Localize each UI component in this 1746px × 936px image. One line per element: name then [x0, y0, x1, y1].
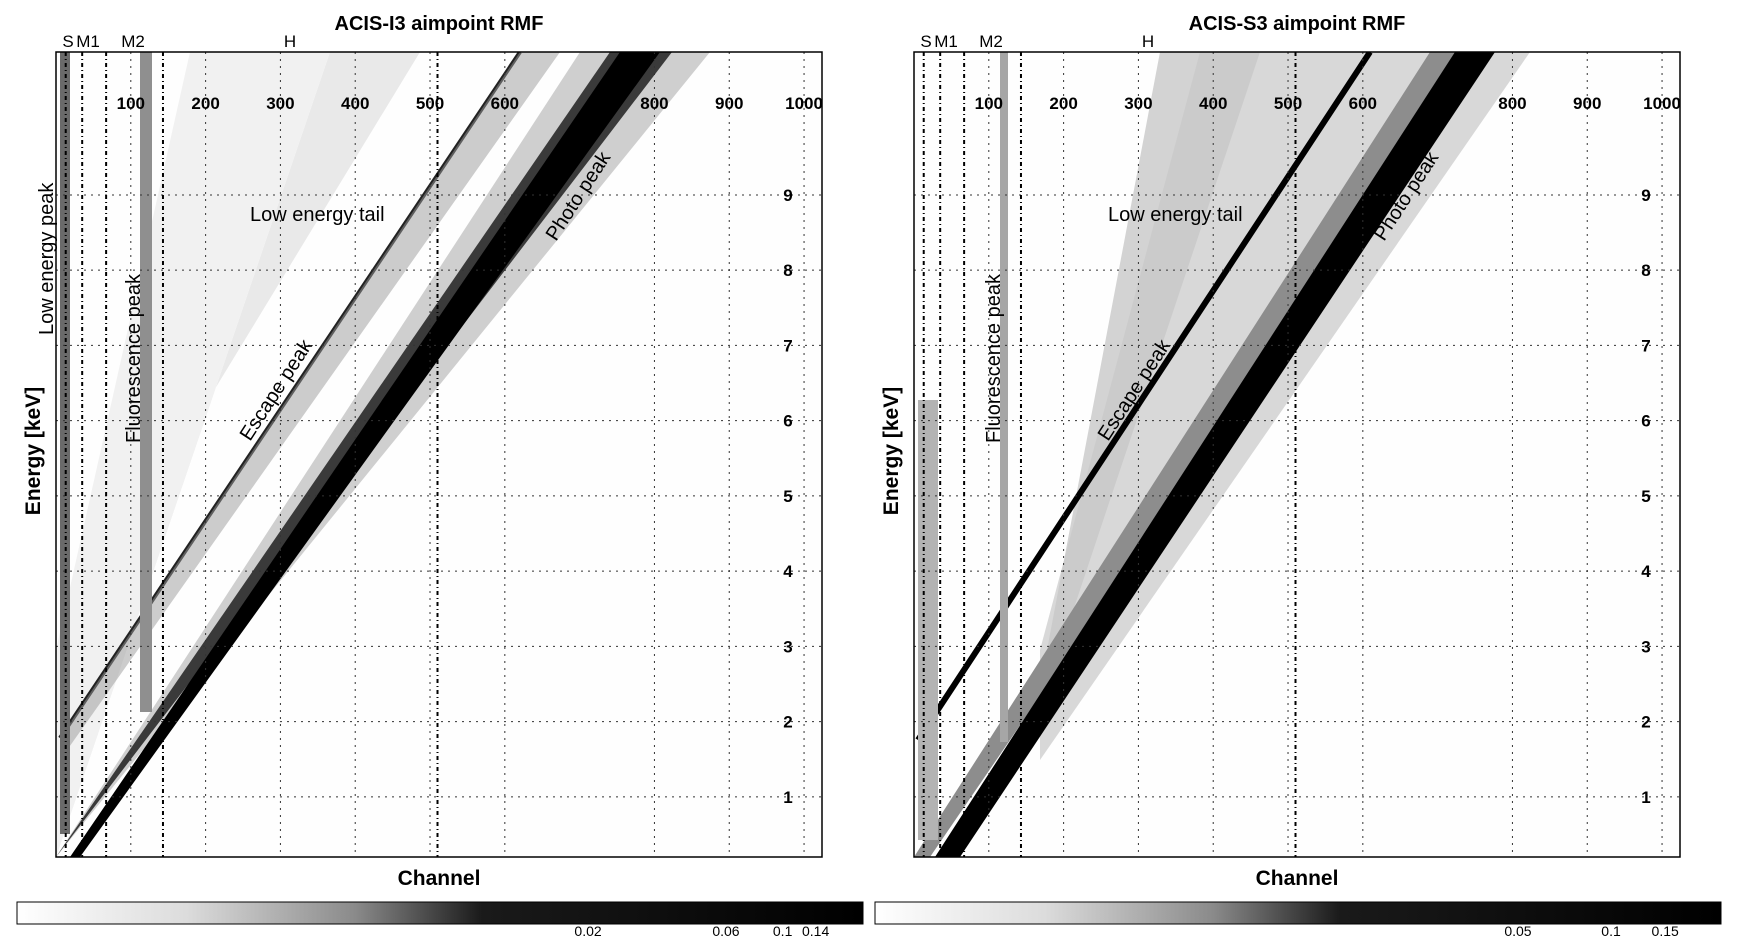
low-energy-peak-band — [918, 400, 938, 840]
colorbar-ticks: 0.05 0.1 0.15 — [1504, 923, 1679, 936]
grade-mark-label: M1 — [934, 32, 958, 51]
y-tick-label: 6 — [1641, 412, 1650, 431]
y-tick-label: 2 — [1641, 713, 1650, 732]
y-tick-label: 9 — [1641, 186, 1650, 205]
grade-mark-label: M1 — [76, 32, 100, 51]
x-tick-label: 300 — [1124, 94, 1152, 113]
colorbar-tick-label: 0.06 — [712, 923, 739, 936]
annotation-low-energy-tail: Low energy tail — [1108, 204, 1243, 226]
y-tick-label: 1 — [783, 788, 792, 807]
x-axis-label: Channel — [1256, 867, 1339, 890]
x-tick-label: 400 — [1199, 94, 1227, 113]
chart-title: ACIS-I3 aimpoint RMF — [335, 13, 544, 35]
x-tick-label: 800 — [640, 94, 668, 113]
y-tick-label: 6 — [783, 412, 792, 431]
y-tick-label: 4 — [783, 562, 793, 581]
x-tick-label: 200 — [191, 94, 219, 113]
grade-marks: S M1 M2 H — [920, 32, 1154, 51]
low-energy-peak-band — [60, 52, 70, 834]
x-tick-label: 1000 — [785, 94, 823, 113]
y-tick-label: 2 — [783, 713, 792, 732]
photo-peak-core — [935, 52, 1495, 857]
annotation-low-energy-peak: Low energy peak — [36, 182, 58, 335]
colorbar — [16, 901, 864, 925]
y-ticks: 1 2 3 4 5 6 7 8 9 — [1641, 186, 1651, 807]
grid — [914, 52, 1680, 857]
x-tick-label: 600 — [491, 94, 519, 113]
y-tick-label: 4 — [1641, 562, 1651, 581]
chart-panel-acis-s3: ACIS-S3 aimpoint RMF 100 200 300 400 500 600 8… — [874, 13, 1722, 936]
grade-mark-label: H — [1142, 32, 1154, 51]
colorbar-tick-label: 0.1 — [773, 923, 793, 936]
grid — [56, 52, 822, 857]
y-tick-label: 3 — [1641, 637, 1650, 656]
x-tick-label: 900 — [715, 94, 743, 113]
fluorescence-peak-band — [1000, 52, 1008, 742]
x-tick-label: 800 — [1498, 94, 1526, 113]
escape-peak-halo — [60, 52, 560, 760]
x-ticks: 100 200 300 400 500 600 800 900 1000 — [975, 94, 1681, 113]
y-tick-label: 9 — [783, 186, 792, 205]
chart-panel-acis-i3: ACIS-I3 aimpoint RMF 100 200 300 400 500 600 8… — [16, 13, 864, 936]
y-tick-label: 8 — [1641, 261, 1650, 280]
y-tick-label: 8 — [783, 261, 792, 280]
photo-peak-core — [70, 52, 660, 857]
y-tick-label: 7 — [783, 336, 792, 355]
x-tick-label: 1000 — [1643, 94, 1681, 113]
grade-marks: S M1 M2 H — [62, 32, 296, 51]
grade-mark-label: M2 — [979, 32, 1003, 51]
x-ticks: 100 200 300 400 500 600 800 900 1000 — [117, 94, 823, 113]
y-axis-label: Energy [keV] — [880, 387, 903, 515]
colorbar — [874, 901, 1722, 925]
annotation-fluorescence-peak: Fluorescence peak — [123, 273, 145, 443]
low-energy-tail-region — [1030, 52, 1260, 740]
grade-mark-label: H — [284, 32, 296, 51]
y-tick-label: 5 — [1641, 487, 1650, 506]
plot-frame — [913, 51, 1681, 858]
chart-title: ACIS-S3 aimpoint RMF — [1189, 13, 1406, 35]
colorbar-tick-label: 0.1 — [1601, 923, 1621, 936]
grade-mark-label: S — [920, 32, 931, 51]
x-tick-label: 300 — [266, 94, 294, 113]
annotation-low-energy-tail: Low energy tail — [250, 204, 385, 226]
plot-area — [56, 52, 822, 857]
x-tick-label: 900 — [1573, 94, 1601, 113]
y-axis-label: Energy [keV] — [22, 387, 45, 515]
annotation-fluorescence-peak: Fluorescence peak — [983, 273, 1005, 443]
y-tick-label: 1 — [1641, 788, 1650, 807]
x-tick-label: 400 — [341, 94, 369, 113]
x-tick-label: 100 — [117, 94, 145, 113]
colorbar-ticks: 0.02 0.06 0.1 0.14 — [574, 923, 829, 936]
colorbar-tick-label: 0.14 — [802, 923, 829, 936]
x-axis-label: Channel — [398, 867, 481, 890]
x-tick-label: 100 — [975, 94, 1003, 113]
plot-area — [914, 52, 1680, 857]
y-tick-label: 5 — [783, 487, 792, 506]
plot-frame — [55, 51, 823, 858]
y-ticks: 1 2 3 4 5 6 7 8 9 — [783, 186, 793, 807]
x-tick-label: 500 — [416, 94, 444, 113]
colorbar-tick-label: 0.05 — [1504, 923, 1531, 936]
y-tick-label: 3 — [783, 637, 792, 656]
colorbar-tick-label: 0.15 — [1652, 923, 1679, 936]
x-tick-label: 600 — [1349, 94, 1377, 113]
grade-mark-label: M2 — [121, 32, 145, 51]
x-tick-label: 500 — [1274, 94, 1302, 113]
grade-mark-label: S — [62, 32, 73, 51]
fluorescence-peak-band — [140, 52, 152, 712]
x-tick-label: 200 — [1049, 94, 1077, 113]
colorbar-tick-label: 0.02 — [574, 923, 601, 936]
y-tick-label: 7 — [1641, 336, 1650, 355]
low-energy-tail-inner — [1040, 52, 1530, 760]
escape-peak-line — [915, 52, 1373, 742]
